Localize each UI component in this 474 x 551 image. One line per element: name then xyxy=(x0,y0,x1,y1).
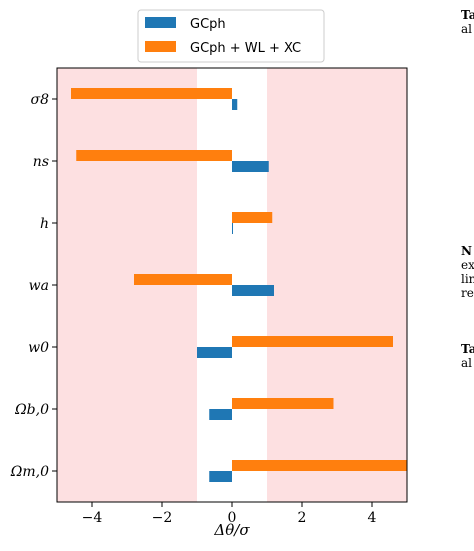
x-tick-label: 0 xyxy=(228,510,237,526)
bar-gcph-0 xyxy=(232,99,238,110)
bar-combined-3 xyxy=(134,274,232,285)
y-tick-label: wa xyxy=(29,278,49,294)
side-text-table-2: Ta al xyxy=(461,342,474,370)
bars xyxy=(71,88,407,482)
bar-combined-2 xyxy=(232,212,273,223)
y-tick-label: Ωm,0 xyxy=(10,464,49,480)
bar-combined-0 xyxy=(71,88,232,99)
x-ticks: −4 −2 0 2 4 xyxy=(82,502,377,526)
bar-gcph-3 xyxy=(232,285,274,296)
legend-swatch-combined xyxy=(145,41,176,52)
legend-box xyxy=(137,9,325,63)
bar-gcph-6 xyxy=(209,471,232,482)
legend-swatch-gcph xyxy=(145,17,176,28)
shaded-region-1 xyxy=(267,68,407,502)
y-tick-label: h xyxy=(40,216,49,232)
bar-combined-5 xyxy=(232,398,334,409)
y-ticks: σ8 ns h wa w0 Ωb,0 Ωm,0 xyxy=(10,92,57,480)
bar-combined-1 xyxy=(76,150,232,161)
side-text-table-1: Ta al xyxy=(461,8,474,36)
y-tick-label: ns xyxy=(33,154,49,170)
x-tick-label: −2 xyxy=(152,510,173,526)
legend-label-gcph: GCph xyxy=(190,17,226,32)
bar-combined-4 xyxy=(232,336,393,347)
x-tick-label: −4 xyxy=(82,510,103,526)
bar-gcph-1 xyxy=(232,161,269,172)
y-tick-label: σ8 xyxy=(31,92,50,108)
legend: GCph GCph + WL + XC xyxy=(137,9,325,63)
side-text-note: N ex lin re xyxy=(461,244,474,300)
bar-gcph-2 xyxy=(232,223,233,234)
x-tick-label: 4 xyxy=(368,510,377,526)
bar-combined-6 xyxy=(232,460,407,471)
bar-gcph-4 xyxy=(197,347,232,358)
bar-gcph-5 xyxy=(209,409,232,420)
x-tick-label: 2 xyxy=(298,510,307,526)
x-axis-label: Δθ/σ xyxy=(213,521,250,539)
y-tick-label: w0 xyxy=(28,340,49,356)
legend-label-combined: GCph + WL + XC xyxy=(190,41,301,56)
y-tick-label: Ωb,0 xyxy=(14,402,49,418)
